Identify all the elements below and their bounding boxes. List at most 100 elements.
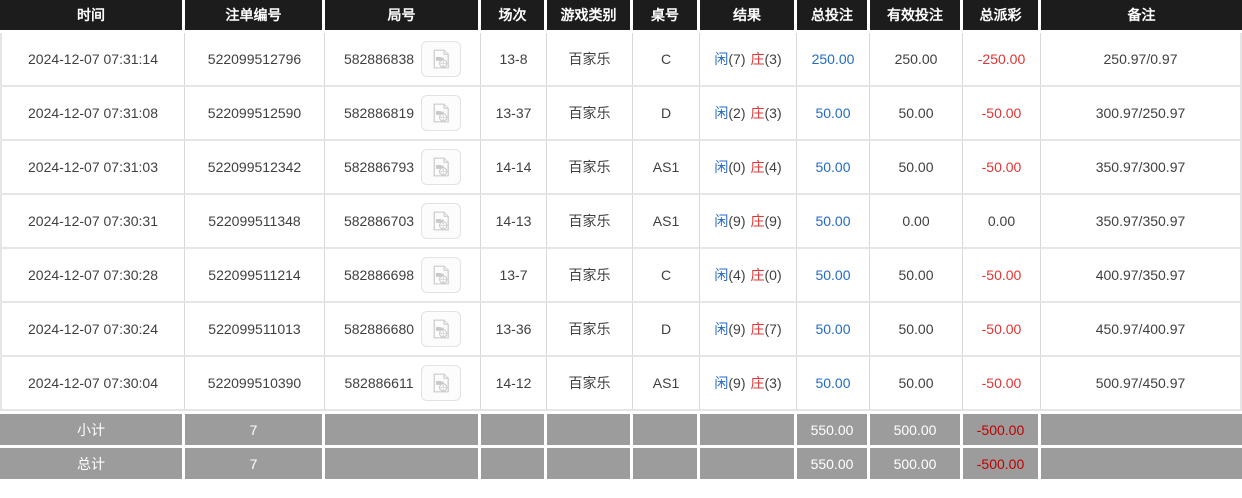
cell-session: 14-14 [481,141,547,195]
player-result-label: 闲 [714,321,729,337]
cell-remark: 400.97/350.97 [1041,249,1242,303]
cell-game-type: 百家乐 [547,303,633,357]
summary-count: 7 [185,445,325,479]
video-replay-icon [433,265,449,285]
cell-round-id: 582886838 [325,33,481,87]
cell-total-payout: -50.00 [963,357,1041,411]
cell-remark: 250.97/0.97 [1041,33,1242,87]
summary-count: 7 [185,411,325,445]
player-result-score: (7) [728,51,746,67]
cell-time: 2024-12-07 07:30:04 [0,357,185,411]
round-id-text: 582886611 [344,375,414,391]
player-result-score: (9) [728,321,746,337]
summary-row: 小计 7 550.00 500.00 -500.00 [0,411,1242,445]
cell-time: 2024-12-07 07:31:08 [0,87,185,141]
cell-round-id: 582886698 [325,249,481,303]
table-header-row: 时间 注单编号 局号 场次 游戏类别 桌号 结果 总投注 有效投注 总派彩 备注 [0,0,1242,33]
summary-label: 总计 [0,445,185,479]
cell-round-id: 582886680 [325,303,481,357]
cell-total-bet[interactable]: 50.00 [797,141,870,195]
summary-valid-bet: 500.00 [870,411,963,445]
cell-time: 2024-12-07 07:31:03 [0,141,185,195]
video-replay-icon [433,319,449,339]
video-replay-button[interactable] [421,149,462,185]
cell-table-no: C [633,249,700,303]
summary-empty-cell [1041,445,1242,479]
bet-records-table: 时间 注单编号 局号 场次 游戏类别 桌号 结果 总投注 有效投注 总派彩 备注 2024-12-0… [0,0,1242,479]
cell-bet-id: 522099511013 [185,303,325,357]
cell-total-bet[interactable]: 50.00 [797,87,870,141]
cell-total-bet[interactable]: 50.00 [797,249,870,303]
cell-total-bet[interactable]: 50.00 [797,357,870,411]
table-row: 2024-12-07 07:31:14 522099512796 5828868… [0,33,1242,87]
cell-bet-id: 522099512590 [185,87,325,141]
banker-result-label: 庄 [750,321,765,337]
cell-round-id: 582886611 [325,357,481,411]
cell-game-type: 百家乐 [547,357,633,411]
banker-result-label: 庄 [750,213,765,229]
video-replay-button[interactable] [421,95,462,131]
banker-result-label: 庄 [750,51,765,67]
table-row: 2024-12-07 07:31:03 522099512342 5828867… [0,141,1242,195]
video-replay-button[interactable] [420,365,461,401]
round-id-text: 582886793 [343,159,415,175]
round-id-text: 582886703 [343,213,415,229]
cell-session: 13-37 [481,87,547,141]
banker-result-label: 庄 [750,105,765,121]
banker-result-label: 庄 [750,159,765,175]
player-result-score: (9) [728,213,746,229]
column-header-total_bet: 总投注 [797,0,870,33]
cell-round-id: 582886793 [325,141,481,195]
summary-empty-cell [325,411,481,445]
cell-time: 2024-12-07 07:30:31 [0,195,185,249]
cell-time: 2024-12-07 07:30:24 [0,303,185,357]
column-header-remark: 备注 [1041,0,1242,33]
column-header-bet_id: 注单编号 [185,0,325,33]
video-replay-button[interactable] [421,257,462,293]
video-replay-icon [433,103,449,123]
table-body: 2024-12-07 07:31:14 522099512796 5828868… [0,33,1242,411]
table-row: 2024-12-07 07:30:28 522099511214 5828866… [0,249,1242,303]
banker-result-score: (7) [764,321,782,337]
video-replay-button[interactable] [421,41,462,77]
column-header-result: 结果 [700,0,797,33]
cell-time: 2024-12-07 07:31:14 [0,33,185,87]
cell-game-type: 百家乐 [547,195,633,249]
round-id-text: 582886819 [343,105,415,121]
cell-total-payout: -250.00 [963,33,1041,87]
cell-total-bet[interactable]: 250.00 [797,33,870,87]
cell-remark: 350.97/300.97 [1041,141,1242,195]
player-result-label: 闲 [714,51,729,67]
cell-result: 闲(4) 庄(0) [700,249,797,303]
summary-empty-cell [633,411,700,445]
column-header-total_payout: 总派彩 [963,0,1041,33]
cell-table-no: AS1 [633,195,700,249]
summary-empty-cell [547,411,633,445]
cell-bet-id: 522099511214 [185,249,325,303]
banker-result-label: 庄 [750,267,765,283]
summary-label: 小计 [0,411,185,445]
summary-row: 总计 7 550.00 500.00 -500.00 [0,445,1242,479]
column-header-table_no: 桌号 [633,0,700,33]
summary-empty-cell [1041,411,1242,445]
video-replay-button[interactable] [421,311,462,347]
table-row: 2024-12-07 07:31:08 522099512590 5828868… [0,87,1242,141]
cell-result: 闲(0) 庄(4) [700,141,797,195]
summary-total-payout: -500.00 [963,445,1041,479]
cell-round-id: 582886819 [325,87,481,141]
cell-total-payout: -50.00 [963,87,1041,141]
cell-valid-bet: 0.00 [870,195,963,249]
cell-valid-bet: 50.00 [870,303,963,357]
cell-total-bet[interactable]: 50.00 [797,195,870,249]
cell-session: 13-8 [481,33,547,87]
video-replay-button[interactable] [421,203,462,239]
player-result-score: (9) [728,375,746,391]
cell-result: 闲(2) 庄(3) [700,87,797,141]
cell-total-bet[interactable]: 50.00 [797,303,870,357]
banker-result-score: (3) [764,105,782,121]
table-row: 2024-12-07 07:30:24 522099511013 5828866… [0,303,1242,357]
cell-total-payout: -50.00 [963,141,1041,195]
summary-empty-cell [325,445,481,479]
cell-table-no: D [633,303,700,357]
cell-result: 闲(7) 庄(3) [700,33,797,87]
